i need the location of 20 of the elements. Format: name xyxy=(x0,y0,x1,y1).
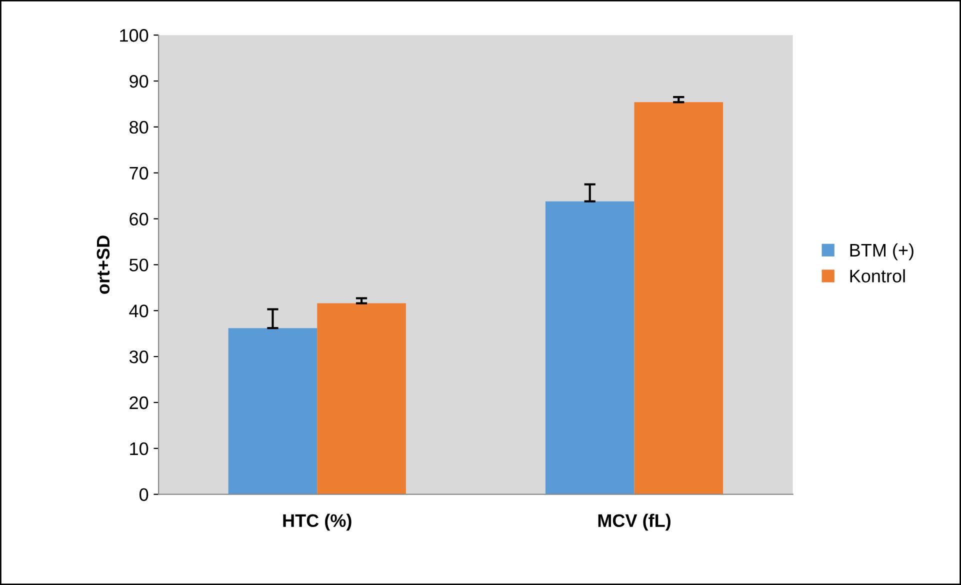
y-tick-label: 0 xyxy=(140,488,148,502)
y-axis-title: ort+SD xyxy=(96,236,110,294)
y-tick-label: 30 xyxy=(129,350,148,364)
bar xyxy=(228,328,318,494)
y-tick-label: 60 xyxy=(130,212,148,226)
bar xyxy=(317,303,406,494)
y-tick-label: 10 xyxy=(130,442,148,456)
y-tick-label: 80 xyxy=(130,120,148,134)
bar xyxy=(634,102,724,494)
bar xyxy=(545,201,634,494)
y-tick-label: 100 xyxy=(120,29,148,42)
x-tick-label: HTC (%) xyxy=(283,514,352,531)
y-tick-label: 40 xyxy=(129,304,148,318)
x-tick-label: MCV (fL) xyxy=(598,514,670,531)
y-tick-label: 20 xyxy=(130,396,148,410)
y-tick-label: 90 xyxy=(130,74,148,88)
y-tick-label: 50 xyxy=(129,258,148,272)
legend-label: BTM (+) xyxy=(850,243,914,260)
y-tick-label: 70 xyxy=(130,166,148,180)
legend-label: Kontrol xyxy=(850,269,905,282)
